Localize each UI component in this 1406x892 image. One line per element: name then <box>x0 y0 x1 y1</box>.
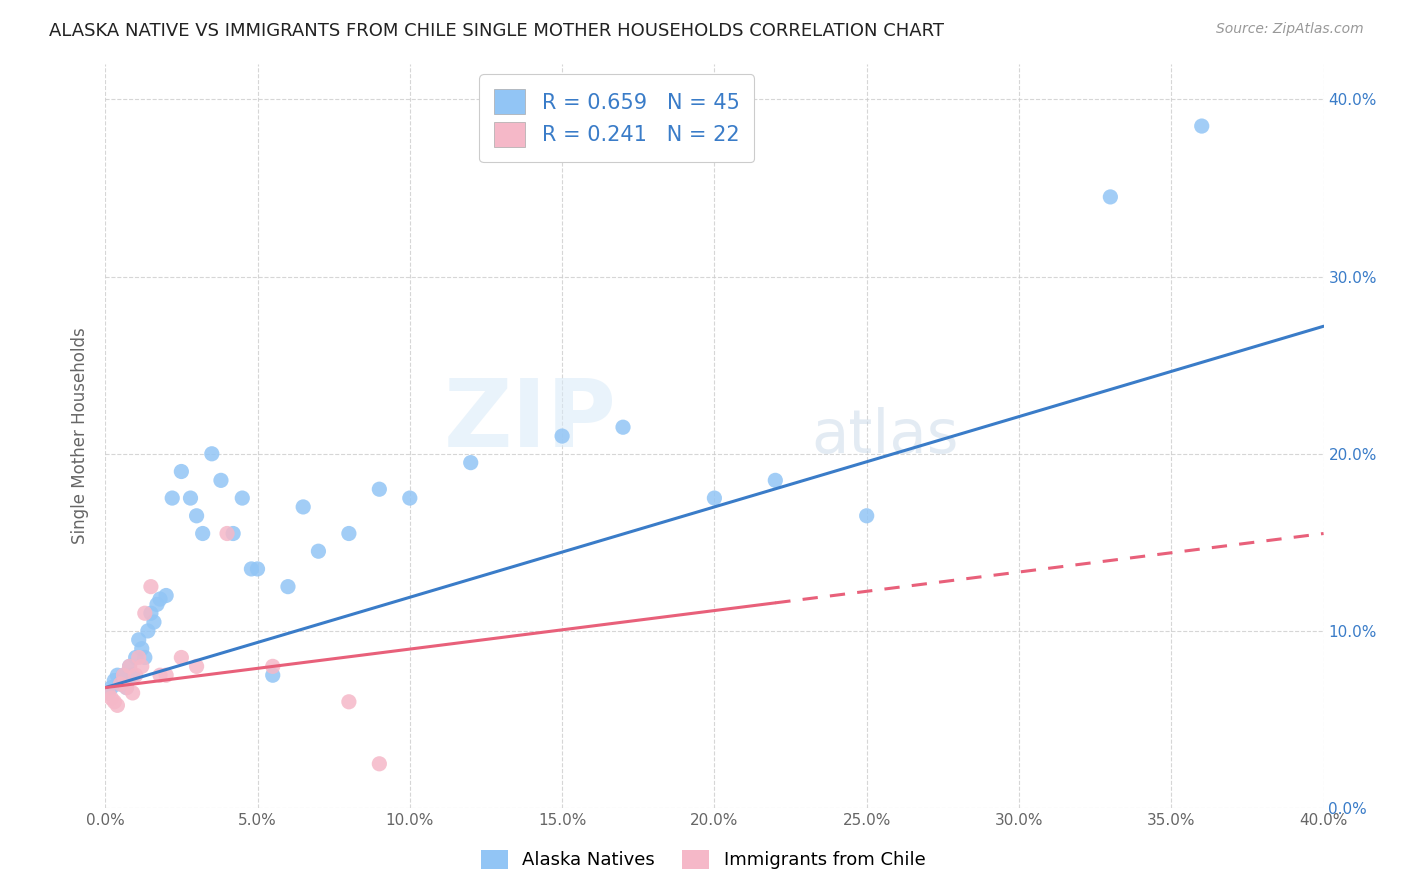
Point <box>703 491 725 505</box>
Point <box>128 650 150 665</box>
Point <box>146 598 169 612</box>
Point <box>170 650 193 665</box>
Point <box>136 624 159 638</box>
Point <box>115 681 138 695</box>
Point <box>368 482 391 496</box>
Point <box>118 659 141 673</box>
Point <box>112 668 135 682</box>
Point <box>103 673 125 688</box>
Legend: Alaska Natives, Immigrants from Chile: Alaska Natives, Immigrants from Chile <box>471 841 935 879</box>
Point <box>97 686 120 700</box>
Point <box>179 491 201 505</box>
Point <box>240 562 263 576</box>
Point <box>142 615 165 629</box>
Text: atlas: atlas <box>811 407 959 466</box>
Point <box>149 592 172 607</box>
Point <box>170 465 193 479</box>
Point <box>460 456 482 470</box>
Point <box>139 580 162 594</box>
Point <box>231 491 253 505</box>
Point <box>131 641 153 656</box>
Point <box>612 420 634 434</box>
Point <box>262 668 284 682</box>
Point <box>124 668 146 682</box>
Point <box>191 526 214 541</box>
Point <box>763 474 786 488</box>
Point <box>160 491 183 505</box>
Point <box>124 650 146 665</box>
Point <box>128 632 150 647</box>
Point <box>262 659 284 673</box>
Point <box>134 606 156 620</box>
Point <box>118 659 141 673</box>
Point <box>337 695 360 709</box>
Text: ZIP: ZIP <box>444 376 617 467</box>
Point <box>1191 119 1213 133</box>
Point <box>134 650 156 665</box>
Point <box>155 589 177 603</box>
Text: ALASKA NATIVE VS IMMIGRANTS FROM CHILE SINGLE MOTHER HOUSEHOLDS CORRELATION CHAR: ALASKA NATIVE VS IMMIGRANTS FROM CHILE S… <box>49 22 945 40</box>
Point <box>97 686 120 700</box>
Point <box>337 526 360 541</box>
Point <box>186 659 208 673</box>
Point <box>209 474 232 488</box>
Point <box>100 691 122 706</box>
Point <box>100 681 122 695</box>
Point <box>110 677 132 691</box>
Legend: R = 0.659   N = 45, R = 0.241   N = 22: R = 0.659 N = 45, R = 0.241 N = 22 <box>479 74 755 161</box>
Point <box>368 756 391 771</box>
Point <box>131 659 153 673</box>
Point <box>277 580 299 594</box>
Point <box>149 668 172 682</box>
Point <box>222 526 245 541</box>
Point <box>155 668 177 682</box>
Point <box>121 668 143 682</box>
Point <box>121 686 143 700</box>
Point <box>246 562 269 576</box>
Point <box>103 695 125 709</box>
Point <box>398 491 420 505</box>
Point <box>292 500 315 514</box>
Point <box>855 508 877 523</box>
Point <box>1099 190 1122 204</box>
Point <box>112 668 135 682</box>
Y-axis label: Single Mother Households: Single Mother Households <box>72 327 89 544</box>
Point <box>186 508 208 523</box>
Point <box>105 698 128 713</box>
Point <box>110 677 132 691</box>
Point <box>115 681 138 695</box>
Point <box>105 668 128 682</box>
Point <box>215 526 238 541</box>
Point <box>201 447 224 461</box>
Point <box>307 544 329 558</box>
Point <box>139 606 162 620</box>
Point <box>551 429 574 443</box>
Text: Source: ZipAtlas.com: Source: ZipAtlas.com <box>1216 22 1364 37</box>
